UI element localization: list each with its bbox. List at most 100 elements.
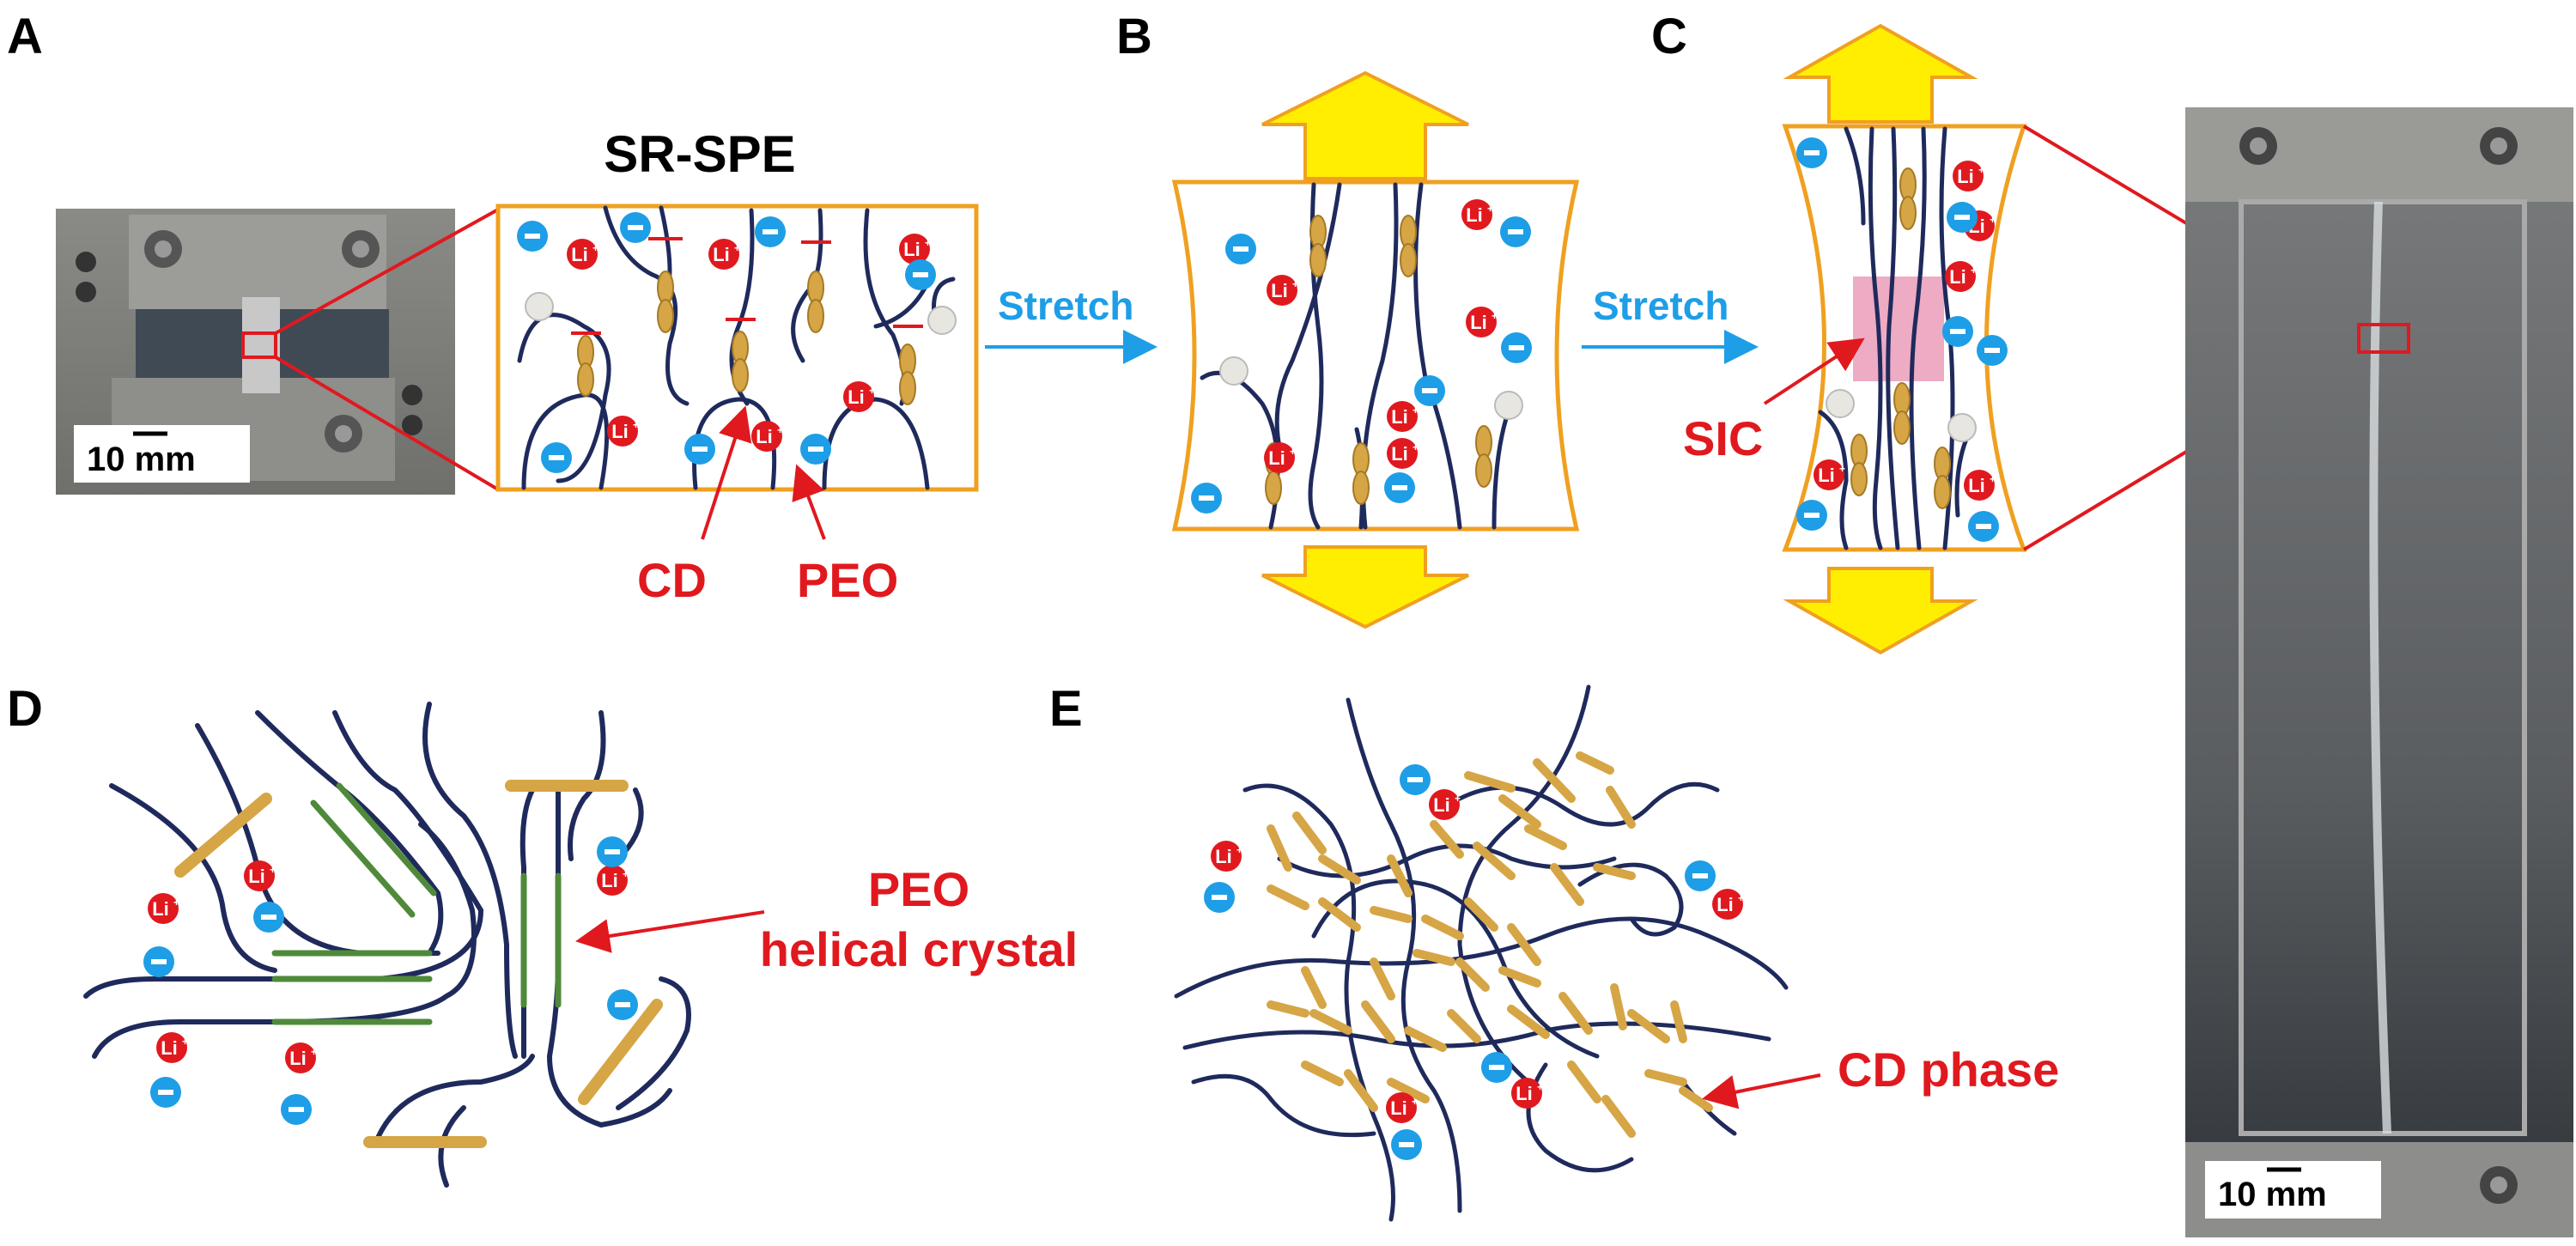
lithium-ion-charge: + [1537,1081,1543,1093]
cd-rod [1421,915,1464,940]
lithium-ion-charge: + [270,864,276,876]
photo-sample-unstretched [56,209,455,495]
lithium-ion-icon [1953,161,1984,191]
lithium-ion-label: Li [1433,794,1450,816]
cd-rod [1524,824,1567,850]
cd-rod [1507,1005,1550,1039]
cd-rod [1430,820,1464,859]
arrow-cd-phase [1702,1073,1821,1109]
arrow-sic [1763,337,1865,405]
lithium-ion-icon [567,239,598,270]
label-cd: CD [637,553,707,607]
cd-rod [1550,863,1584,906]
stretch-label-2: Stretch [1593,283,1728,328]
lithium-ion-label: Li [601,870,618,891]
ions-panel-e: Li + Li + Li + Li + Li + [1204,764,1744,1160]
lithium-ion-label: Li [1391,443,1408,465]
cd-rod [1413,949,1455,966]
lithium-ion-charge: + [633,419,639,431]
lithium-ion-charge: + [1738,892,1744,904]
label-peo: PEO [797,553,898,607]
cd-rod [1610,983,1627,1030]
lithium-ion-icon [1945,261,1976,292]
lithium-ion-icon [1511,1078,1542,1109]
cd-rod [1601,1095,1636,1138]
stretch-label-1: Stretch [998,283,1133,328]
minus-icon [1422,388,1437,393]
lithium-ion-label: Li [1516,1083,1533,1104]
cd-rod [1318,854,1361,884]
lithium-ion-label: Li [756,426,773,447]
lithium-ion-icon [285,1042,316,1073]
minus-icon [525,234,540,239]
lithium-ion-charge: + [1839,463,1845,475]
photo-sample-stretched [2185,107,2573,1237]
minus-icon [808,447,823,452]
cd-rod [1558,992,1593,1035]
lithium-ion-charge: + [869,385,875,397]
lithium-ion-icon [1267,275,1297,306]
lithium-ion-label: Li [571,244,588,265]
lithium-ion-icon [1264,442,1295,473]
minus-icon [1199,495,1214,501]
cd-rod [1387,1078,1430,1103]
lithium-ion-label: Li [1470,312,1487,333]
lithium-ion-icon [1386,1092,1417,1123]
minus-icon [1392,485,1407,490]
minus-icon [762,229,778,234]
panel-label-d: D [7,681,43,737]
lithium-ion-charge: + [1487,203,1493,215]
scalebar-label-left: 10 mm [87,441,196,478]
cd-rod [1387,854,1413,897]
lithium-ion-charge: + [1413,404,1419,416]
minus-icon [1212,895,1227,900]
lithium-ion-icon [156,1032,187,1063]
lithium-ion-charge: + [925,237,931,249]
cd-rod [1473,842,1516,880]
lithium-ion-label: Li [611,421,629,442]
minus-icon [913,272,928,277]
lithium-ion-icon [1461,199,1492,230]
lithium-ion-charge: + [1492,310,1498,322]
arrow-cd [701,405,752,540]
lithium-ion-label: Li [1957,166,1974,187]
cd-rod [1267,1000,1309,1018]
minus-icon [1976,524,1991,529]
lithium-ion-charge: + [182,1036,188,1048]
minus-icon [1407,777,1423,782]
lithium-ion-charge: + [1236,844,1242,856]
cd-rod [1533,758,1576,803]
cd-rod [1507,923,1541,966]
lithium-ion-icon [1387,401,1418,432]
minus-icon [1233,246,1249,252]
minus-icon [1954,215,1970,220]
ions-panel-a: Li + Li + Li + Li + Li + Li + [517,212,936,473]
label-peo-helical-line1: PEO [868,862,969,916]
lithium-ion-charge: + [1971,264,1977,277]
cd-rod [1567,1061,1601,1103]
minus-icon [615,1002,630,1007]
minus-icon [1399,1142,1414,1147]
lithium-ion-charge: + [1413,441,1419,453]
minus-icon [1509,345,1524,350]
lithium-ion-icon [1387,438,1418,469]
lithium-ion-label: Li [1390,1097,1407,1119]
cd-rod [1606,786,1636,829]
lithium-ion-charge: + [1290,446,1296,458]
panel-label-b: B [1116,9,1152,64]
label-sic: SIC [1683,411,1763,465]
minus-icon [605,849,620,854]
minus-icon [1804,513,1820,518]
lithium-ion-icon [1814,459,1844,490]
cd-rod [1292,811,1327,854]
arrow-peo [792,464,826,540]
lithium-ion-label: Li [1268,447,1285,469]
label-peo-helical-line2: helical crystal [760,922,1078,976]
lithium-ion-icon [148,893,179,924]
cd-rod [1498,966,1541,988]
lithium-ion-charge: + [592,242,598,254]
label-cd-phase: CD phase [1838,1042,2059,1097]
cd-rod [1498,794,1541,829]
